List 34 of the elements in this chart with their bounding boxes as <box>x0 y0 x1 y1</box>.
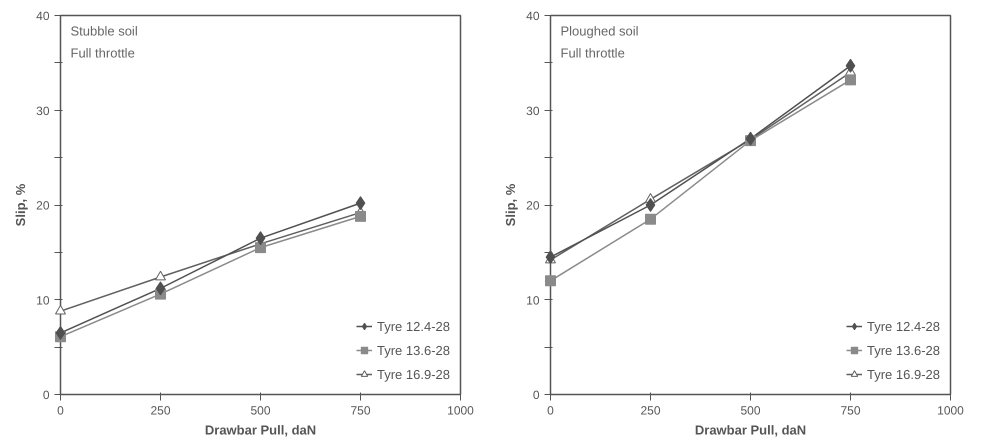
y-tick-label: 40 <box>36 9 50 23</box>
y-axis-title: Slip, % <box>13 183 28 226</box>
y-tick-label: 40 <box>526 9 540 23</box>
y-tick-label: 20 <box>526 198 540 212</box>
annotation: Ploughed soil <box>560 24 639 38</box>
annotation: Stubble soil <box>70 24 138 38</box>
x-tick-label: 750 <box>840 404 861 418</box>
x-tick-label: 250 <box>640 404 661 418</box>
legend-label: Tyre 13.6-28 <box>867 342 940 358</box>
legend-label: Tyre 13.6-28 <box>377 342 450 358</box>
y-tick-label: 0 <box>42 388 50 402</box>
x-tick-label: 500 <box>740 404 761 418</box>
y-tick-label: 30 <box>526 104 540 118</box>
legend-label: Tyre 12.4-28 <box>867 318 940 334</box>
x-tick-label: 1000 <box>937 404 964 418</box>
x-tick-label: 0 <box>57 404 64 418</box>
legend-label: Tyre 16.9-28 <box>867 366 940 382</box>
y-tick-label: 30 <box>36 104 50 118</box>
legend-label: Tyre 12.4-28 <box>377 318 450 334</box>
y-axis-title: Slip, % <box>503 183 518 226</box>
y-tick-label: 0 <box>532 388 540 402</box>
legend-label: Tyre 16.9-28 <box>377 366 450 382</box>
y-tick-label: 10 <box>526 293 540 308</box>
y-tick-label: 10 <box>36 293 50 308</box>
annotation: Full throttle <box>560 46 625 60</box>
x-tick-label: 750 <box>350 404 371 418</box>
x-axis-title: Drawbar Pull, daN <box>204 422 316 438</box>
annotation: Full throttle <box>70 46 135 60</box>
x-tick-label: 500 <box>250 404 271 418</box>
x-axis-title: Drawbar Pull, daN <box>694 422 806 438</box>
y-tick-label: 20 <box>36 198 50 212</box>
x-tick-label: 1000 <box>447 404 474 418</box>
x-tick-label: 250 <box>150 404 171 418</box>
x-tick-label: 0 <box>547 404 554 418</box>
